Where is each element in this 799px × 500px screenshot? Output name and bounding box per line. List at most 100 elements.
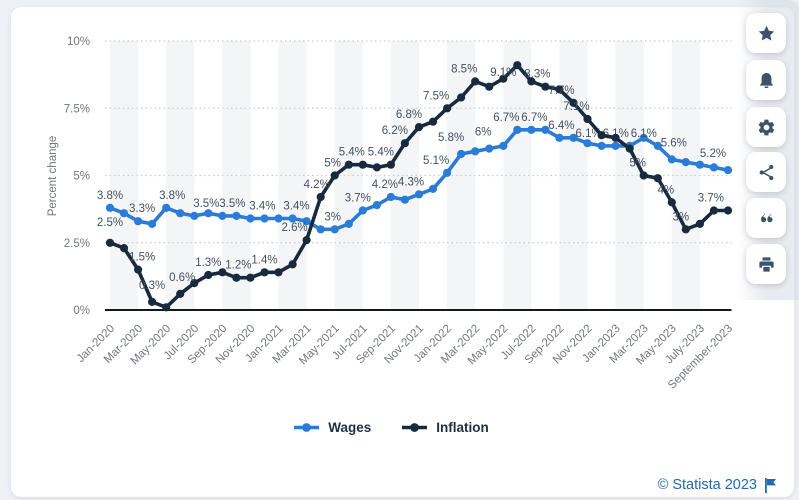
inflation-point[interactable]	[555, 85, 564, 94]
inflation-point[interactable]	[709, 206, 719, 215]
wages-data-label: 3.8%	[97, 190, 123, 202]
favorite-button[interactable]	[746, 13, 786, 53]
wages-point[interactable]	[372, 201, 381, 210]
inflation-point[interactable]	[723, 206, 733, 215]
wages-point[interactable]	[119, 209, 129, 218]
wages-point[interactable]	[653, 141, 662, 150]
inflation-point[interactable]	[695, 219, 705, 228]
inflation-point[interactable]	[428, 117, 438, 126]
inflation-point[interactable]	[204, 270, 213, 280]
wages-point[interactable]	[134, 217, 143, 226]
inflation-point[interactable]	[260, 268, 269, 277]
wages-point[interactable]	[709, 163, 719, 172]
inflation-point[interactable]	[625, 144, 634, 153]
wages-point[interactable]	[681, 158, 690, 167]
inflation-point[interactable]	[513, 61, 522, 70]
inflation-point[interactable]	[471, 77, 480, 86]
wages-point[interactable]	[232, 211, 241, 220]
inflation-point[interactable]	[176, 289, 185, 298]
wages-point[interactable]	[302, 217, 311, 226]
wages-point[interactable]	[428, 184, 438, 193]
inflation-point[interactable]	[119, 244, 129, 253]
inflation-point[interactable]	[190, 279, 199, 288]
inflation-point[interactable]	[414, 123, 424, 132]
flag-icon[interactable]	[764, 477, 777, 493]
inflation-point[interactable]	[597, 131, 606, 140]
wages-point[interactable]	[162, 203, 171, 212]
wages-point[interactable]	[288, 214, 297, 223]
wages-point[interactable]	[176, 209, 185, 218]
wages-point[interactable]	[414, 190, 424, 199]
legend-item-inflation[interactable]: Inflation	[401, 420, 489, 435]
inflation-point[interactable]	[302, 236, 311, 245]
wages-point[interactable]	[485, 144, 494, 153]
inflation-point[interactable]	[400, 139, 409, 148]
inflation-point[interactable]	[148, 297, 157, 306]
wages-point[interactable]	[541, 125, 550, 134]
inflation-point[interactable]	[372, 163, 381, 172]
inflation-point[interactable]	[386, 160, 395, 169]
wages-point[interactable]	[190, 211, 199, 220]
legend-item-wages[interactable]: Wages	[293, 420, 371, 435]
inflation-point[interactable]	[653, 174, 662, 183]
wages-point[interactable]	[218, 211, 227, 220]
wages-point[interactable]	[443, 168, 452, 177]
inflation-point[interactable]	[246, 273, 255, 282]
inflation-point[interactable]	[134, 265, 143, 274]
wages-point[interactable]	[330, 225, 339, 234]
inflation-point[interactable]	[443, 104, 452, 113]
inflation-point[interactable]	[527, 77, 536, 86]
wages-point[interactable]	[105, 203, 115, 212]
inflation-point[interactable]	[681, 225, 690, 234]
inflation-series[interactable]: 2.5%1.5%0.3%0.6%1.3% 1.2% 1.4%2.6%4.2%5%5.…	[97, 61, 733, 312]
inflation-point[interactable]	[583, 114, 592, 124]
inflation-point[interactable]	[457, 93, 466, 102]
inflation-point[interactable]	[358, 160, 367, 169]
wages-point[interactable]	[569, 133, 578, 142]
inflation-point[interactable]	[611, 133, 620, 142]
wages-point[interactable]	[204, 209, 213, 218]
inflation-point[interactable]	[667, 198, 676, 207]
inflation-point[interactable]	[499, 74, 508, 83]
inflation-point[interactable]	[105, 238, 115, 247]
wages-point[interactable]	[597, 141, 606, 150]
wages-point[interactable]	[260, 214, 269, 223]
wages-point[interactable]	[695, 160, 705, 169]
inflation-point[interactable]	[162, 303, 171, 312]
notifications-button[interactable]	[746, 60, 786, 100]
inflation-point[interactable]	[274, 268, 283, 277]
wages-point[interactable]	[513, 125, 522, 134]
inflation-point[interactable]	[330, 171, 339, 180]
wages-point[interactable]	[358, 206, 367, 215]
wages-point[interactable]	[527, 125, 536, 134]
wages-point[interactable]	[246, 214, 255, 223]
wages-point[interactable]	[274, 214, 283, 223]
wages-point[interactable]	[667, 155, 676, 164]
inflation-point[interactable]	[541, 82, 550, 91]
cite-button[interactable]	[746, 198, 786, 238]
wages-point[interactable]	[148, 219, 157, 228]
inflation-point[interactable]	[639, 171, 648, 180]
inflation-point[interactable]	[218, 268, 227, 277]
wages-point[interactable]	[344, 219, 353, 228]
inflation-point[interactable]	[316, 192, 325, 202]
inflation-point[interactable]	[569, 98, 578, 107]
wages-point[interactable]	[316, 225, 325, 234]
wages-point[interactable]	[499, 141, 508, 150]
inflation-point[interactable]	[288, 260, 297, 269]
wages-point[interactable]	[400, 195, 409, 204]
share-button[interactable]	[746, 152, 786, 192]
wages-point[interactable]	[583, 139, 592, 148]
wages-point[interactable]	[386, 192, 395, 202]
inflation-point[interactable]	[344, 160, 353, 169]
inflation-point[interactable]	[485, 82, 494, 91]
settings-button[interactable]	[746, 107, 786, 147]
wages-point[interactable]	[723, 166, 733, 175]
wages-point[interactable]	[555, 133, 564, 142]
print-button[interactable]	[746, 244, 786, 284]
wages-point[interactable]	[611, 141, 620, 150]
wages-point[interactable]	[457, 149, 466, 159]
wages-point[interactable]	[639, 133, 648, 142]
inflation-point[interactable]	[232, 273, 241, 282]
wages-point[interactable]	[471, 147, 480, 156]
